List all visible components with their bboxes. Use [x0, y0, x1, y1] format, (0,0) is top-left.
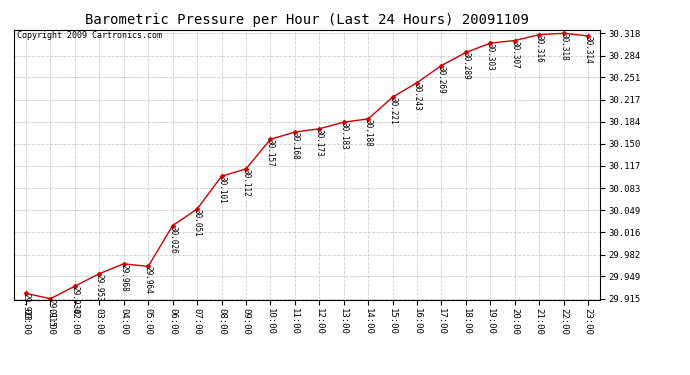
Text: 30.316: 30.316: [535, 34, 544, 62]
Text: 30.303: 30.303: [486, 43, 495, 71]
Text: 30.051: 30.051: [193, 209, 201, 237]
Text: 29.934: 29.934: [70, 286, 79, 314]
Text: 29.915: 29.915: [46, 298, 55, 326]
Text: 30.314: 30.314: [584, 36, 593, 64]
Text: Copyright 2009 Cartronics.com: Copyright 2009 Cartronics.com: [17, 32, 161, 40]
Title: Barometric Pressure per Hour (Last 24 Hours) 20091109: Barometric Pressure per Hour (Last 24 Ho…: [85, 13, 529, 27]
Text: 29.923: 29.923: [21, 293, 30, 321]
Text: 29.964: 29.964: [144, 266, 152, 294]
Text: 30.112: 30.112: [241, 169, 250, 197]
Text: 30.101: 30.101: [217, 176, 226, 204]
Text: 30.318: 30.318: [559, 33, 568, 61]
Text: 30.289: 30.289: [462, 53, 471, 80]
Text: 29.968: 29.968: [119, 264, 128, 291]
Text: 30.221: 30.221: [388, 97, 397, 125]
Text: 30.026: 30.026: [168, 226, 177, 254]
Text: 30.307: 30.307: [511, 40, 520, 68]
Text: 30.168: 30.168: [290, 132, 299, 160]
Text: 30.269: 30.269: [437, 66, 446, 93]
Text: 30.183: 30.183: [339, 122, 348, 150]
Text: 30.243: 30.243: [413, 82, 422, 110]
Text: 29.953: 29.953: [95, 274, 103, 302]
Text: 30.188: 30.188: [364, 119, 373, 147]
Text: 30.157: 30.157: [266, 140, 275, 167]
Text: 30.173: 30.173: [315, 129, 324, 156]
